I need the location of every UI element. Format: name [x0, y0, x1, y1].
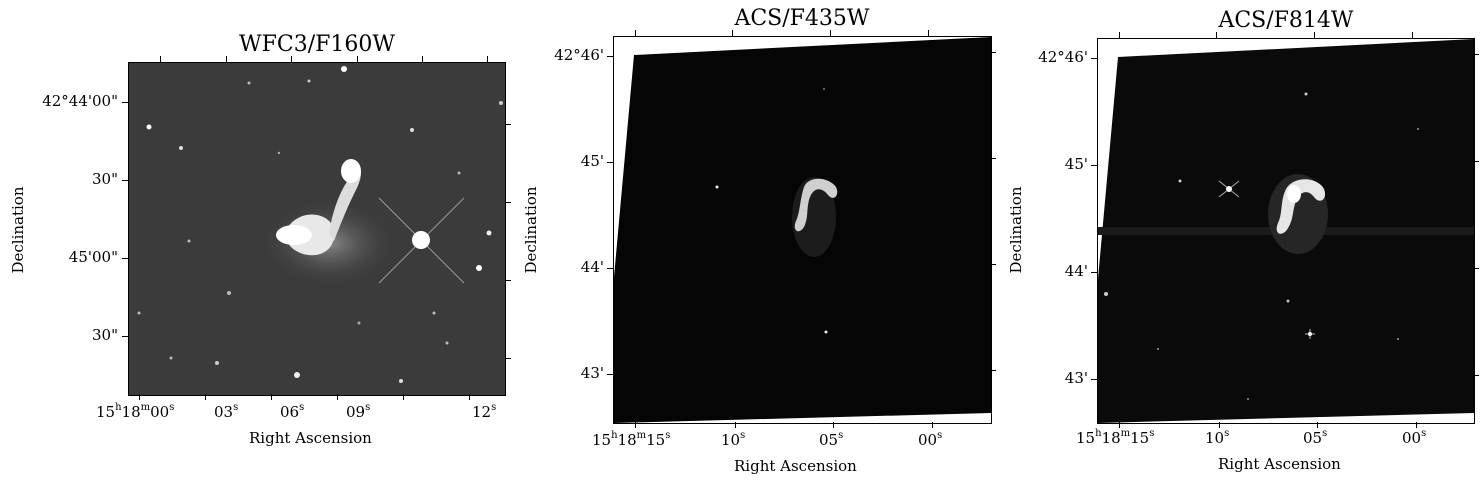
panel-1-title: WFC3/F160W	[239, 32, 395, 57]
tick	[122, 102, 128, 103]
tick	[505, 202, 511, 203]
xtick-label: 00s	[1402, 428, 1427, 447]
tick	[833, 422, 834, 428]
tick	[1219, 422, 1220, 428]
xtick-label: 15h18m00s	[96, 402, 175, 421]
panel-2-xlabel: Right Ascension	[734, 457, 857, 475]
tick	[122, 336, 128, 337]
panel-1-ylabel: Declination	[9, 186, 27, 274]
tick	[122, 180, 128, 181]
panel-1-xlabel: Right Ascension	[249, 429, 372, 447]
panel-3-xlabel: Right Ascension	[1218, 455, 1341, 473]
xtick-label: 15h18m15s	[1076, 428, 1155, 447]
xtick-label: 05s	[1303, 428, 1328, 447]
tick	[487, 56, 488, 62]
tick	[1091, 379, 1097, 380]
tick	[607, 56, 613, 57]
tick	[1473, 375, 1479, 376]
ytick-label: 42°44'00"	[42, 92, 118, 110]
xtick-label: 05s	[819, 430, 844, 449]
tick	[830, 30, 831, 36]
panel-3-sky-svg	[1098, 39, 1474, 423]
panel-1-image	[128, 62, 506, 396]
galaxy-arm	[329, 168, 361, 241]
ytick-label: 45'00"	[68, 248, 118, 266]
panel-2-image	[613, 36, 992, 424]
tick	[732, 30, 733, 36]
galaxy	[794, 178, 838, 232]
tick	[990, 264, 996, 265]
ytick-label: 30"	[92, 170, 118, 188]
tick	[403, 394, 404, 400]
ytick-label: 30"	[92, 326, 118, 344]
tick	[160, 56, 161, 62]
tick	[990, 370, 996, 371]
xtick-label: 15h18m15s	[592, 430, 671, 449]
tick	[505, 280, 511, 281]
tick	[139, 394, 140, 400]
xtick-label: 10s	[1205, 428, 1230, 447]
tick	[505, 124, 511, 125]
tick	[505, 358, 511, 359]
tick	[271, 394, 272, 400]
xtick-label: 09s	[346, 402, 371, 421]
tick	[422, 56, 423, 62]
ytick-label: 42°46'	[1038, 48, 1088, 66]
ytick-label: 43'	[580, 364, 604, 382]
panel-1-sky-svg	[129, 63, 505, 395]
tick	[122, 258, 128, 259]
tick	[635, 422, 636, 428]
tick	[205, 394, 206, 400]
panel-3-title: ACS/F814W	[1218, 8, 1354, 33]
tick	[1091, 165, 1097, 166]
xtick-label: 00s	[918, 430, 943, 449]
xtick-label: 06s	[280, 402, 305, 421]
tick	[291, 56, 292, 62]
tick	[735, 422, 736, 428]
tick	[607, 268, 613, 269]
panel-2-title: ACS/F435W	[734, 6, 870, 31]
panel-3-ylabel: Declination	[1007, 186, 1025, 274]
tick	[607, 162, 613, 163]
tick	[1216, 32, 1217, 38]
star	[1305, 329, 1315, 339]
tick	[635, 30, 636, 36]
tick	[1119, 422, 1120, 428]
ytick-label: 45'	[580, 152, 604, 170]
tick	[469, 394, 470, 400]
tick	[1473, 268, 1479, 269]
tick	[990, 52, 996, 53]
ytick-label: 45'	[1064, 155, 1088, 173]
ytick-label: 44'	[1064, 262, 1088, 280]
tick	[337, 394, 338, 400]
tick	[932, 422, 933, 428]
tick	[1412, 32, 1413, 38]
ytick-label: 43'	[1064, 369, 1088, 387]
xtick-label: 12s	[472, 402, 497, 421]
bright-star	[1218, 180, 1240, 198]
tick	[1091, 58, 1097, 59]
ytick-label: 44'	[580, 258, 604, 276]
panel-2-sky-svg	[614, 37, 991, 423]
tick	[928, 30, 929, 36]
tick	[1119, 32, 1120, 38]
tick	[1416, 422, 1417, 428]
tick	[1473, 161, 1479, 162]
xtick-label: 03s	[214, 402, 239, 421]
tick	[990, 158, 996, 159]
bright-star	[378, 197, 465, 284]
ytick-label: 42°46'	[554, 46, 604, 64]
tick	[1317, 422, 1318, 428]
tick	[1091, 272, 1097, 273]
xtick-label: 10s	[721, 430, 746, 449]
panel-3-image	[1097, 38, 1475, 424]
tick	[1473, 54, 1479, 55]
tick	[226, 56, 227, 62]
tick	[607, 374, 613, 375]
tick	[1314, 32, 1315, 38]
panel-2-ylabel: Declination	[522, 186, 540, 274]
tick	[357, 56, 358, 62]
